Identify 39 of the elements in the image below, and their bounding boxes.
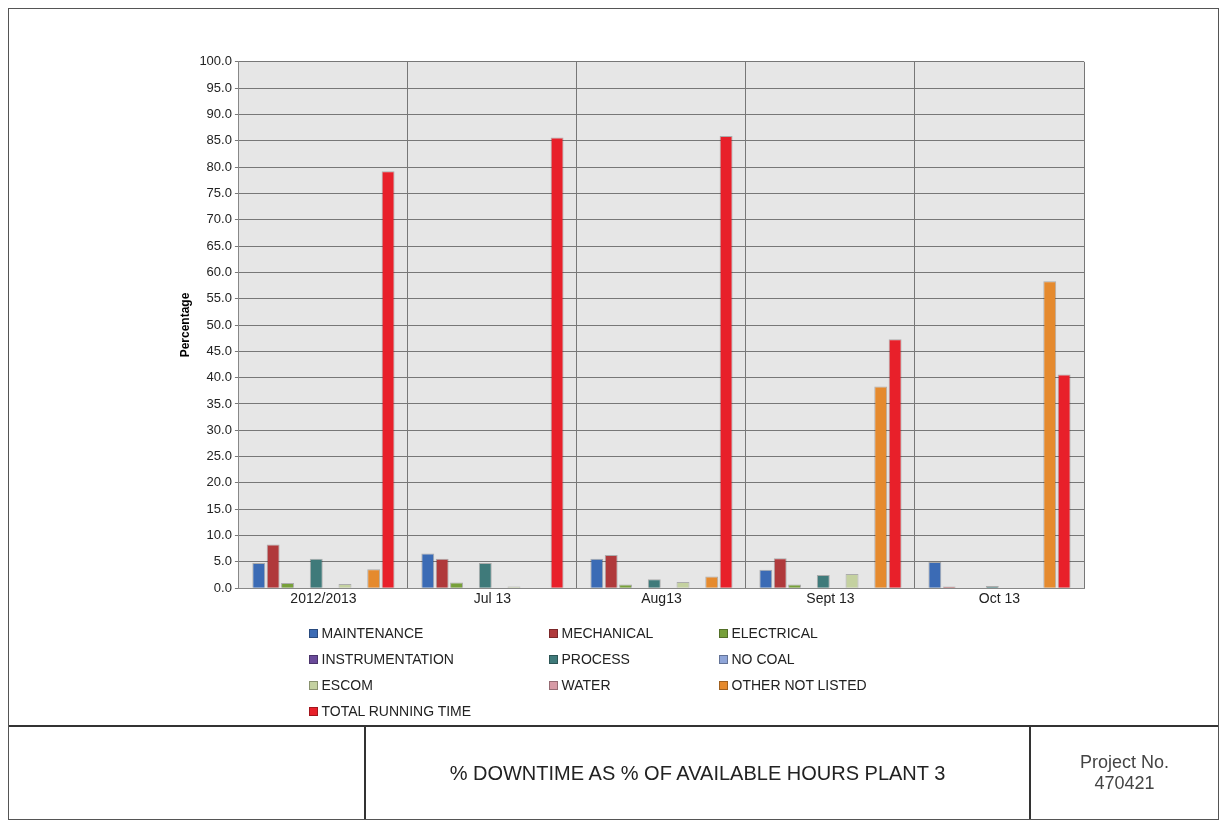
y-tick-label: 90.0 bbox=[206, 106, 232, 122]
legend-label: PROCESS bbox=[561, 651, 630, 667]
x-tick-label: Sept 13 bbox=[806, 590, 855, 607]
legend-label: INSTRUMENTATION bbox=[321, 651, 454, 667]
y-tick-label: 55.0 bbox=[206, 290, 232, 306]
y-tick-label: 20.0 bbox=[206, 474, 232, 490]
y-tick-label: 15.0 bbox=[206, 500, 232, 516]
y-tick-label: 85.0 bbox=[206, 132, 232, 148]
y-tick-label: 25.0 bbox=[206, 448, 232, 464]
y-tick-label: 60.0 bbox=[206, 263, 232, 279]
x-tick-label: 2012/2013 bbox=[290, 590, 357, 607]
legend-label: MAINTENANCE bbox=[321, 625, 424, 641]
text: % DOWNTIME AS % OF AVAILABLE HOURS PLANT 3 bbox=[449, 761, 946, 785]
x-tick-label: Jul 13 bbox=[473, 590, 512, 607]
y-axis-title: Percentage bbox=[177, 292, 192, 358]
y-tick-label: 5.0 bbox=[213, 553, 232, 569]
legend-label: OTHER NOT LISTED bbox=[731, 677, 867, 693]
x-tick-label: Aug13 bbox=[641, 590, 682, 607]
y-tick-label: 80.0 bbox=[206, 158, 232, 174]
legend-label: TOTAL RUNNING TIME bbox=[321, 703, 472, 719]
x-tick-label: Oct 13 bbox=[978, 590, 1021, 607]
y-tick-label: 50.0 bbox=[206, 316, 232, 332]
y-tick-label: 30.0 bbox=[206, 421, 232, 437]
legend-label: ELECTRICAL bbox=[731, 625, 818, 641]
legend-label: NO COAL bbox=[731, 651, 795, 667]
y-tick-label: 75.0 bbox=[206, 184, 232, 200]
legend-label: MECHANICAL bbox=[561, 625, 654, 641]
y-tick-label: 70.0 bbox=[206, 211, 232, 227]
y-tick-label: 45.0 bbox=[206, 342, 232, 358]
legend-label: WATER bbox=[561, 677, 611, 693]
y-tick-label: 100.0 bbox=[199, 53, 232, 69]
y-tick-label: 10.0 bbox=[206, 527, 232, 543]
text: Project No. 470421 bbox=[1079, 752, 1170, 794]
y-tick-label: 35.0 bbox=[206, 395, 232, 411]
y-tick-label: 65.0 bbox=[206, 237, 232, 253]
y-tick-label: 40.0 bbox=[206, 369, 232, 385]
y-tick-label: 95.0 bbox=[206, 79, 232, 95]
legend-label: ESCOM bbox=[321, 677, 373, 693]
y-tick-label: 0.0 bbox=[213, 579, 232, 595]
